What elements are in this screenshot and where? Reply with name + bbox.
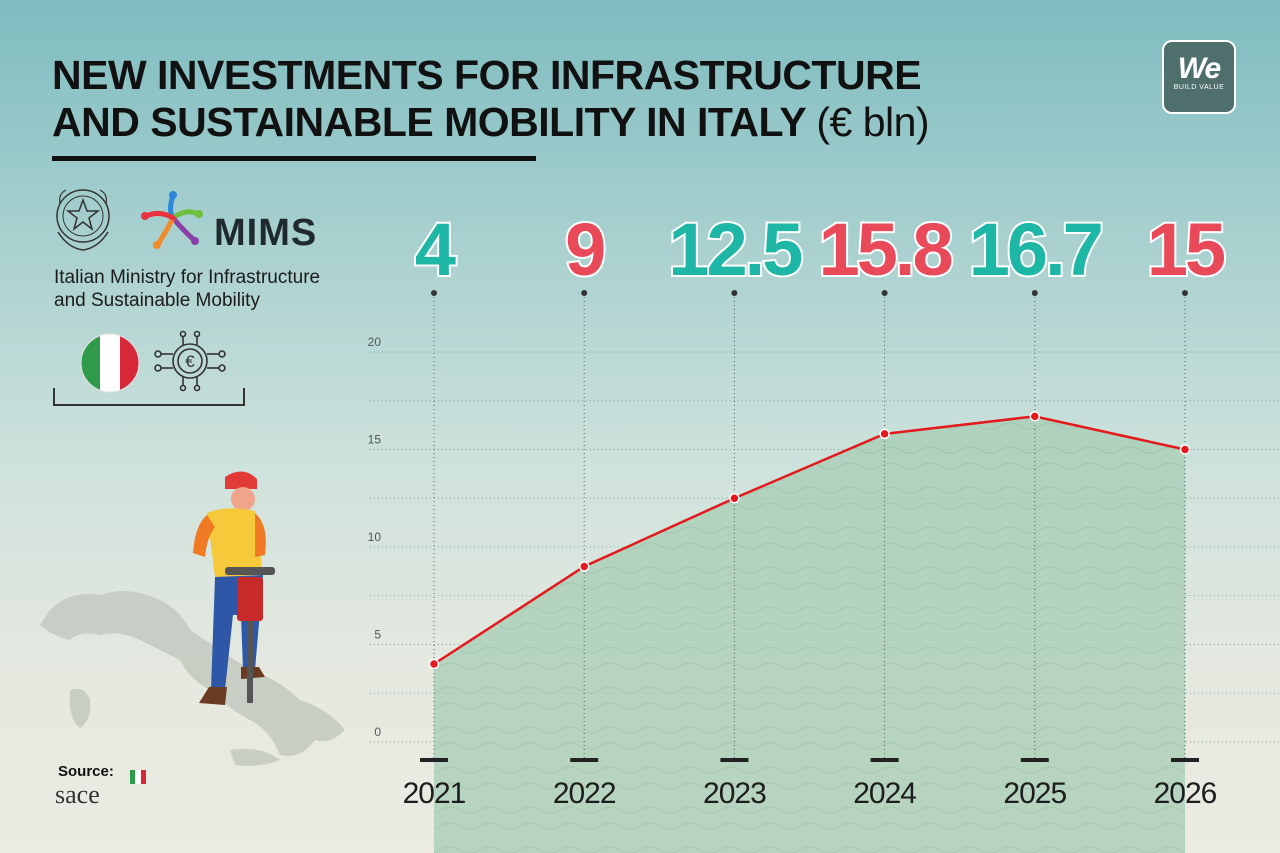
ministry-name-line-2: and Sustainable Mobility	[54, 290, 260, 311]
guide-top-dot	[581, 290, 588, 296]
y-tick-label: 10	[368, 530, 382, 544]
italy-map-icon	[40, 591, 345, 766]
data-point	[1029, 411, 1041, 422]
source-name: sace	[55, 780, 100, 809]
value-label: 15	[1147, 208, 1225, 291]
logo-group-bracket	[53, 388, 245, 406]
chart-area-fill	[434, 416, 1185, 853]
value-label: 16.7	[969, 208, 1101, 291]
x-tick-mark	[570, 758, 599, 762]
data-point	[578, 561, 590, 572]
x-tick-label: 2023	[703, 777, 766, 810]
ministry-name-line-1: Italian Ministry for Infrastructure	[54, 267, 321, 288]
x-tick-mark	[1171, 758, 1199, 762]
y-tick-label: 20	[368, 335, 382, 349]
value-label: 15.8	[819, 208, 952, 291]
title-underline	[52, 156, 536, 161]
data-point	[1179, 444, 1191, 455]
x-tick-mark	[720, 758, 749, 762]
y-tick-label: 5	[374, 628, 381, 642]
page-title: NEW INVESTMENTS FOR INFRASTRUCTURE AND S…	[52, 52, 930, 146]
source-label: Source:	[58, 763, 114, 780]
title-unit: (€ bln)	[816, 99, 930, 145]
mims-logo-icon	[141, 191, 203, 249]
webuild-logo: We BUILD VALUE	[1162, 40, 1236, 114]
data-point	[729, 493, 740, 504]
italian-emblem-icon	[56, 189, 110, 251]
logo-subtext: BUILD VALUE	[1173, 84, 1225, 91]
guide-top-dot	[881, 290, 888, 296]
mims-acronym: MIMS	[214, 212, 318, 254]
euro-network-icon: €	[154, 330, 226, 392]
svg-text:€: €	[185, 352, 195, 371]
x-tick-mark	[420, 758, 448, 762]
source-flag-icon	[130, 770, 146, 784]
title-line-2: AND SUSTAINABLE MOBILITY IN ITALY	[52, 99, 806, 145]
ministry-name: Italian Ministry for Infrastructure and …	[54, 266, 320, 312]
x-tick-mark	[1020, 758, 1049, 762]
value-label: 4	[415, 208, 456, 291]
x-tick-label: 2025	[1003, 777, 1066, 810]
guide-top-dot	[1031, 290, 1038, 296]
value-label: 12.5	[668, 208, 802, 291]
y-tick-label: 0	[374, 725, 381, 739]
x-tick-mark	[870, 758, 899, 762]
y-tick-label: 15	[368, 433, 382, 447]
logo-text: We	[1177, 52, 1221, 85]
guide-top-dot	[431, 290, 437, 296]
title-line-1: NEW INVESTMENTS FOR INFRASTRUCTURE	[52, 52, 922, 98]
x-tick-label: 2021	[403, 777, 466, 810]
italy-flag-icon	[80, 333, 140, 393]
x-tick-label: 2022	[553, 777, 616, 810]
x-tick-label: 2024	[853, 777, 916, 810]
x-tick-label: 2026	[1154, 777, 1217, 810]
value-label: 9	[565, 208, 604, 291]
data-point	[428, 658, 440, 670]
guide-top-dot	[731, 290, 738, 296]
data-point	[879, 428, 890, 440]
worker-jackhammer-icon	[193, 471, 275, 705]
series-line	[433, 415, 1186, 666]
guide-top-dot	[1182, 290, 1188, 296]
